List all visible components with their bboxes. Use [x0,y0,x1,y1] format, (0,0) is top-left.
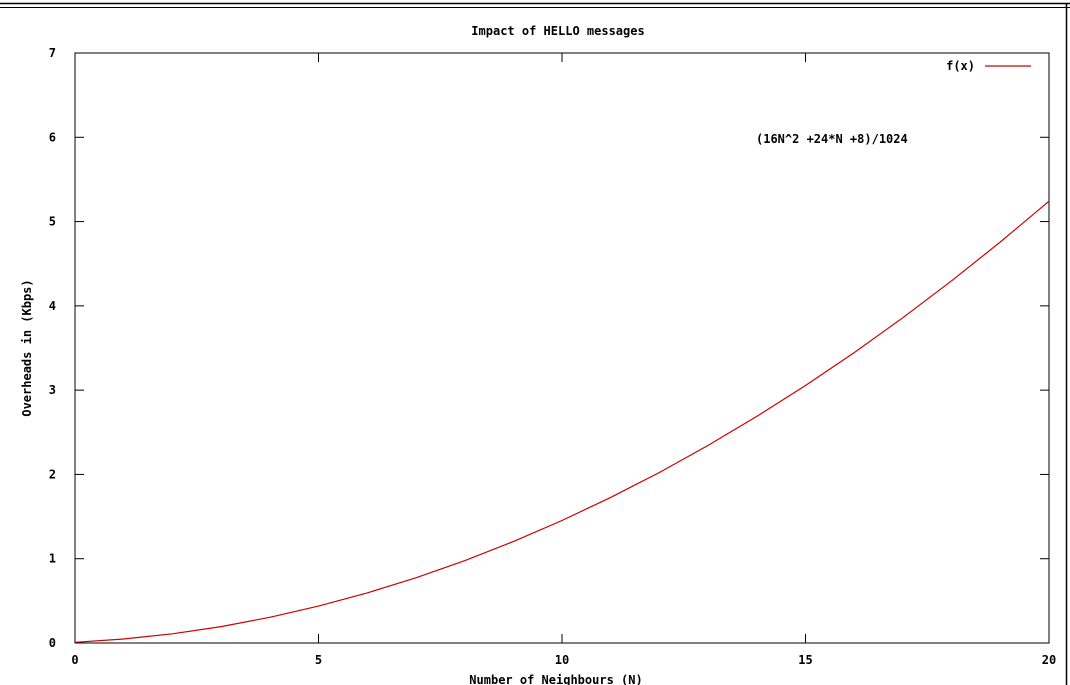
x-tick-label: 10 [555,653,569,667]
y-tick-label: 2 [49,467,56,481]
y-tick-label: 7 [49,46,56,60]
legend-label: f(x) [946,59,975,73]
x-tick-label: 0 [71,653,78,667]
chart-title: Impact of HELLO messages [471,24,644,38]
y-axis-label: Overheads in (Kbps) [20,279,34,416]
formula-annotation: (16N^2 +24*N +8)/1024 [756,132,908,146]
y-tick-label: 0 [49,636,56,650]
y-tick-label: 4 [49,299,56,313]
x-tick-label: 20 [1042,653,1056,667]
x-tick-label: 15 [798,653,812,667]
axis-ticks [74,52,1050,644]
y-tick-label: 6 [49,130,56,144]
y-tick-label: 3 [49,383,56,397]
series-line-fx [74,200,1050,643]
axis-tick-labels: 0 1 2 3 4 5 6 7 0 5 10 15 20 [49,46,1056,667]
x-tick-label: 5 [315,653,322,667]
y-tick-label: 1 [49,552,56,566]
x-axis-label: Number of Neighbours (N) [469,673,642,685]
y-tick-label: 5 [49,215,56,229]
